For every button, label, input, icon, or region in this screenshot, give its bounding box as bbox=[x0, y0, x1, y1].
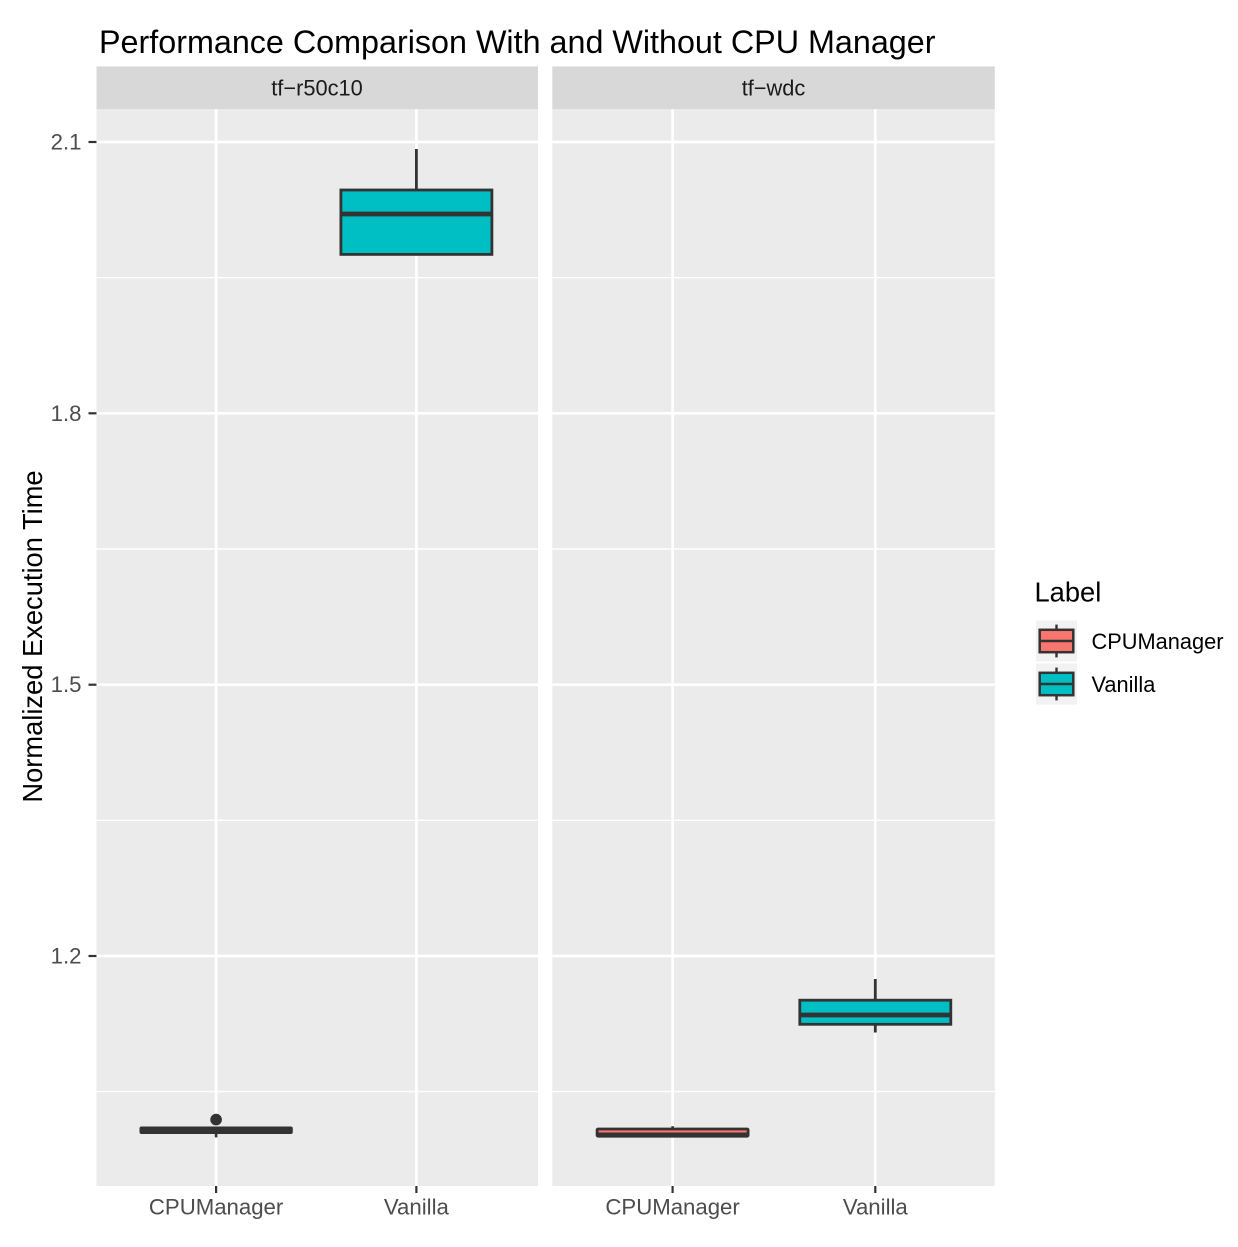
svg-text:tf−wdc: tf−wdc bbox=[742, 76, 806, 101]
svg-text:tf−r50c10: tf−r50c10 bbox=[271, 76, 363, 101]
svg-text:2.1: 2.1 bbox=[51, 130, 82, 155]
svg-text:Vanilla: Vanilla bbox=[843, 1195, 909, 1220]
svg-text:1.2: 1.2 bbox=[51, 944, 82, 969]
svg-text:Normalized Execution Time: Normalized Execution Time bbox=[17, 470, 48, 802]
svg-text:1.8: 1.8 bbox=[51, 401, 82, 426]
svg-text:CPUManager: CPUManager bbox=[149, 1195, 284, 1220]
svg-text:Vanilla: Vanilla bbox=[384, 1195, 450, 1220]
svg-text:1.5: 1.5 bbox=[51, 672, 82, 697]
svg-text:Performance Comparison With an: Performance Comparison With and Without … bbox=[99, 24, 936, 60]
svg-text:Label: Label bbox=[1035, 577, 1102, 608]
svg-text:CPUManager: CPUManager bbox=[605, 1195, 740, 1220]
svg-text:Vanilla: Vanilla bbox=[1092, 672, 1157, 697]
svg-text:CPUManager: CPUManager bbox=[1092, 629, 1224, 654]
